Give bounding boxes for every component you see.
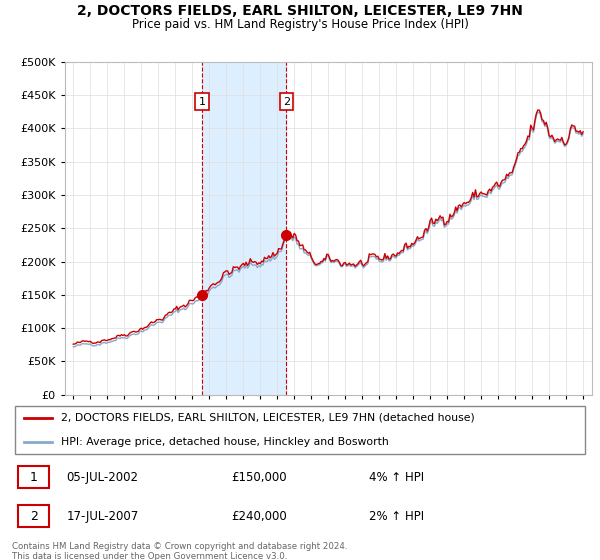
Text: 4% ↑ HPI: 4% ↑ HPI [369, 471, 424, 484]
Text: £150,000: £150,000 [231, 471, 287, 484]
FancyBboxPatch shape [18, 466, 49, 488]
Text: Contains HM Land Registry data © Crown copyright and database right 2024.
This d: Contains HM Land Registry data © Crown c… [12, 542, 347, 560]
Text: £240,000: £240,000 [231, 510, 287, 523]
Text: 2: 2 [283, 96, 290, 106]
Text: 1: 1 [29, 471, 38, 484]
FancyBboxPatch shape [18, 506, 49, 528]
Text: 05-JUL-2002: 05-JUL-2002 [67, 471, 139, 484]
Text: 2, DOCTORS FIELDS, EARL SHILTON, LEICESTER, LE9 7HN: 2, DOCTORS FIELDS, EARL SHILTON, LEICEST… [77, 4, 523, 18]
Text: HPI: Average price, detached house, Hinckley and Bosworth: HPI: Average price, detached house, Hinc… [61, 437, 389, 447]
Text: 17-JUL-2007: 17-JUL-2007 [67, 510, 139, 523]
Text: 1: 1 [199, 96, 206, 106]
Text: Price paid vs. HM Land Registry's House Price Index (HPI): Price paid vs. HM Land Registry's House … [131, 18, 469, 31]
Bar [202, 62, 286, 395]
Text: 2: 2 [29, 510, 38, 523]
Text: 2, DOCTORS FIELDS, EARL SHILTON, LEICESTER, LE9 7HN (detached house): 2, DOCTORS FIELDS, EARL SHILTON, LEICEST… [61, 413, 475, 423]
FancyBboxPatch shape [15, 406, 585, 454]
Text: 2% ↑ HPI: 2% ↑ HPI [369, 510, 424, 523]
